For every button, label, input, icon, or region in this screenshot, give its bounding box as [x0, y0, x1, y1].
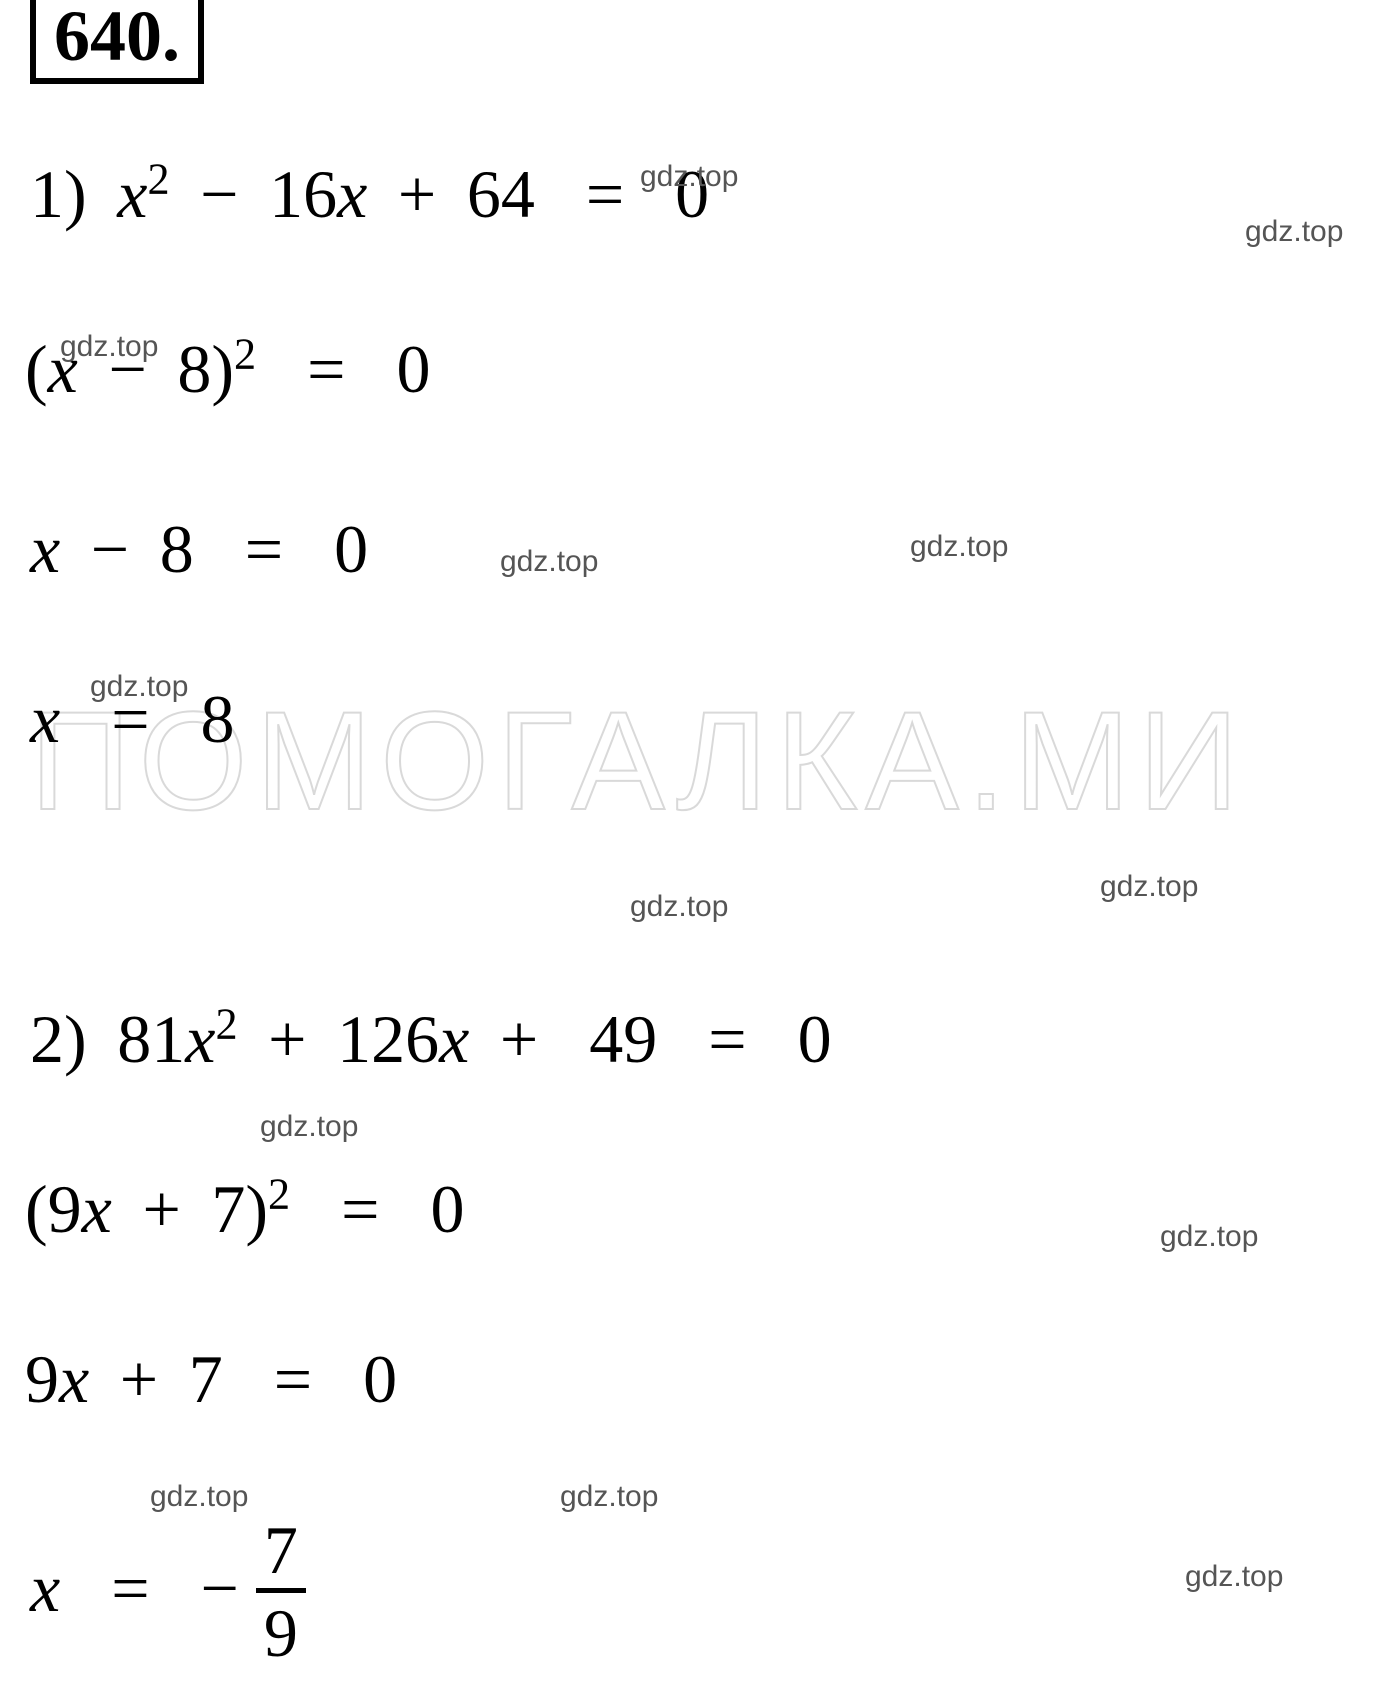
watermark-small: gdz.top [1245, 215, 1343, 249]
watermark-small: gdz.top [260, 1110, 358, 1144]
watermark-small: gdz.top [500, 545, 598, 579]
watermark-small: gdz.top [1100, 870, 1198, 904]
p1-step3: x − 8 = 0 [30, 510, 368, 589]
p2-step3: 9x + 7 = 0 [25, 1340, 397, 1419]
watermark-small: gdz.top [910, 530, 1008, 564]
p2-step4: x = − 7 9 [30, 1520, 306, 1671]
watermark-small: gdz.top [150, 1480, 248, 1514]
watermark-small: gdz.top [640, 160, 738, 194]
watermark-small: gdz.top [560, 1480, 658, 1514]
p2-step2: (9x + 7)2 = 0 [25, 1170, 465, 1249]
problem-number-box: 640. [30, 0, 204, 84]
watermark-small: gdz.top [60, 330, 158, 364]
fraction: 7 9 [256, 1516, 306, 1667]
watermark-small: gdz.top [1185, 1560, 1283, 1594]
watermark-small: gdz.top [630, 890, 728, 924]
p2-equation: 2) 81x2 + 126x + 49 = 0 [30, 1000, 832, 1079]
problem-number: 640. [54, 0, 180, 76]
watermark-small: gdz.top [90, 670, 188, 704]
watermark-small: gdz.top [1160, 1220, 1258, 1254]
p1-equation: 1) x2 − 16x + 64 = 0 [30, 155, 709, 234]
